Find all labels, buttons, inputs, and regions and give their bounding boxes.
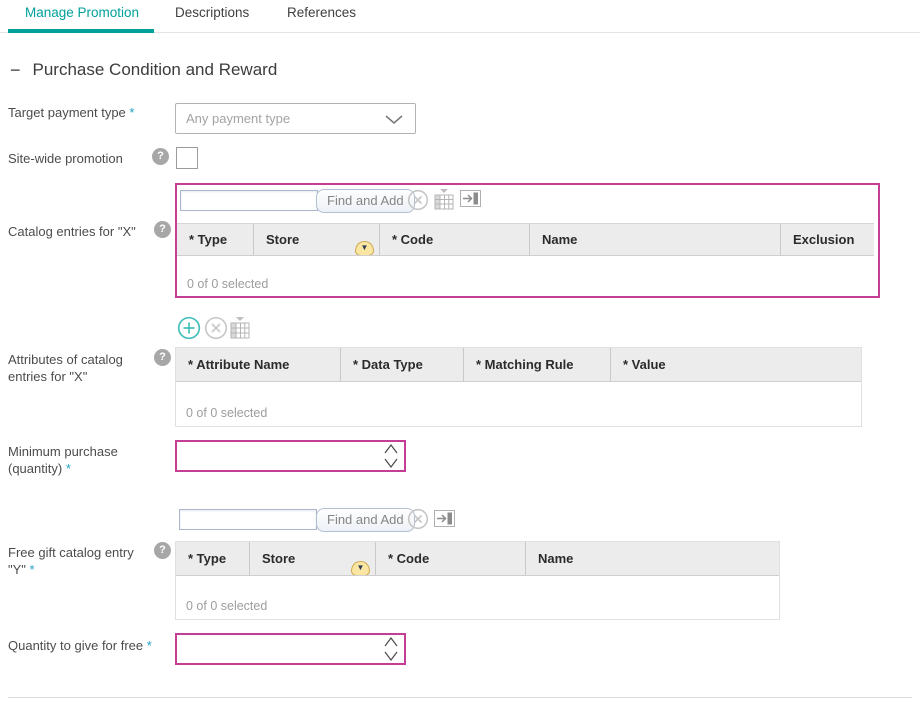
attributes-table: * Attribute Name * Data Type * Matching … [175,347,862,427]
column-header-name[interactable]: Name [538,551,574,566]
tab-references[interactable]: References [287,5,357,20]
remove-circle-icon[interactable] [407,189,429,216]
column-header-code[interactable]: * Code [380,224,530,255]
quantity-free-label: Quantity to give for free * [8,637,168,654]
required-marker: * [129,105,135,120]
catalog-entries-table-header: * Type Store ▼ * Code Name Exclusion [177,223,874,256]
site-wide-promotion-label: Site-wide promotion [8,151,123,166]
stepper-up-icon[interactable] [384,637,398,647]
stepper-up-icon[interactable] [384,444,398,454]
attributes-table-body: 0 of 0 selected [176,382,861,426]
minimum-purchase-label: Minimum purchase (quantity) * [8,443,150,477]
open-panel-arrow-icon[interactable] [434,510,455,532]
help-icon[interactable]: ? [152,148,169,165]
help-icon[interactable]: ? [154,221,171,238]
target-payment-type-label: Target payment type * [8,104,150,121]
quantity-free-stepper [175,633,406,665]
quantity-free-label-text: Quantity to give for free [8,638,144,653]
selection-status: 0 of 0 selected [187,277,269,291]
target-payment-type-select[interactable]: Any payment type [175,103,416,134]
minimum-purchase-quantity-stepper [175,440,406,472]
column-filter-icon[interactable]: ▼ [355,241,374,255]
attributes-label: Attributes of catalog entries for "X" [8,352,123,384]
chevron-down-icon [385,115,403,124]
column-header-type[interactable]: * Type [177,224,254,255]
quantity-free-input[interactable] [177,635,384,663]
help-icon[interactable]: ? [154,542,171,559]
column-header-name[interactable]: Name [530,224,781,255]
column-header-attribute-name[interactable]: * Attribute Name [176,348,341,381]
site-wide-promotion-checkbox[interactable] [176,147,198,169]
catalog-entries-highlight-box: Find and Add * Type Store ▼ * Code Name E… [175,183,880,298]
required-marker: * [29,562,35,577]
selection-status: 0 of 0 selected [186,406,268,420]
selection-status: 0 of 0 selected [186,599,268,613]
collapse-icon[interactable]: − [10,60,21,80]
column-settings-grid-icon[interactable] [230,314,250,345]
free-gift-search-input[interactable] [179,509,317,530]
free-gift-label: Free gift catalog entry "Y" * [8,544,150,578]
column-header-code[interactable]: * Code [376,542,526,575]
catalog-entries-label: Catalog entries for "X" [8,224,136,239]
remove-circle-icon[interactable] [204,316,228,345]
catalog-entries-search-input[interactable] [180,190,318,211]
column-header-exclusion[interactable]: Exclusion [793,232,855,247]
free-gift-find-and-add-button[interactable]: Find and Add [316,508,415,532]
column-header-value[interactable]: * Value [623,357,666,372]
minimum-purchase-label-text: Minimum purchase (quantity) [8,444,118,476]
column-header-data-type[interactable]: * Data Type [341,348,464,381]
attributes-table-header: * Attribute Name * Data Type * Matching … [176,348,861,382]
tab-manage-promotion[interactable]: Manage Promotion [25,5,140,20]
section-header: − Purchase Condition and Reward [10,60,277,80]
free-gift-table-body: 0 of 0 selected [176,576,779,619]
tab-descriptions[interactable]: Descriptions [175,5,250,20]
free-gift-table-header: * Type Store ▼ * Code Name [176,542,779,576]
target-payment-type-value: Any payment type [186,111,291,126]
free-gift-table: * Type Store ▼ * Code Name 0 of 0 selecte… [175,541,780,620]
free-gift-label-text: Free gift catalog entry "Y" [8,545,134,577]
column-filter-icon[interactable]: ▼ [351,561,370,575]
column-header-store[interactable]: Store ▼ [254,224,380,255]
help-icon[interactable]: ? [154,349,171,366]
catalog-find-and-add-button[interactable]: Find and Add [316,189,415,213]
target-payment-type-label-text: Target payment type [8,105,126,120]
required-marker: * [146,638,152,653]
stepper-down-icon[interactable] [384,651,398,661]
remove-circle-icon[interactable] [407,508,429,535]
catalog-entries-table-body: 0 of 0 selected [177,256,874,295]
column-header-store-text: Store [266,232,300,247]
open-panel-arrow-icon[interactable] [460,190,481,212]
catalog-entries-table: * Type Store ▼ * Code Name Exclusion 0 of… [177,223,874,295]
column-header-store-text: Store [262,551,296,566]
tab-bar: Manage Promotion Descriptions References [0,0,920,33]
active-tab-underline [8,29,154,33]
add-circle-icon[interactable] [177,316,201,345]
bottom-divider [8,697,912,698]
minimum-purchase-quantity-input[interactable] [177,442,384,470]
column-header-store[interactable]: Store ▼ [250,542,376,575]
required-marker: * [65,461,71,476]
column-header-type[interactable]: * Type [176,542,250,575]
column-header-matching-rule[interactable]: * Matching Rule [464,348,611,381]
stepper-down-icon[interactable] [384,458,398,468]
column-settings-grid-icon[interactable] [434,187,454,216]
section-title: Purchase Condition and Reward [32,60,278,79]
